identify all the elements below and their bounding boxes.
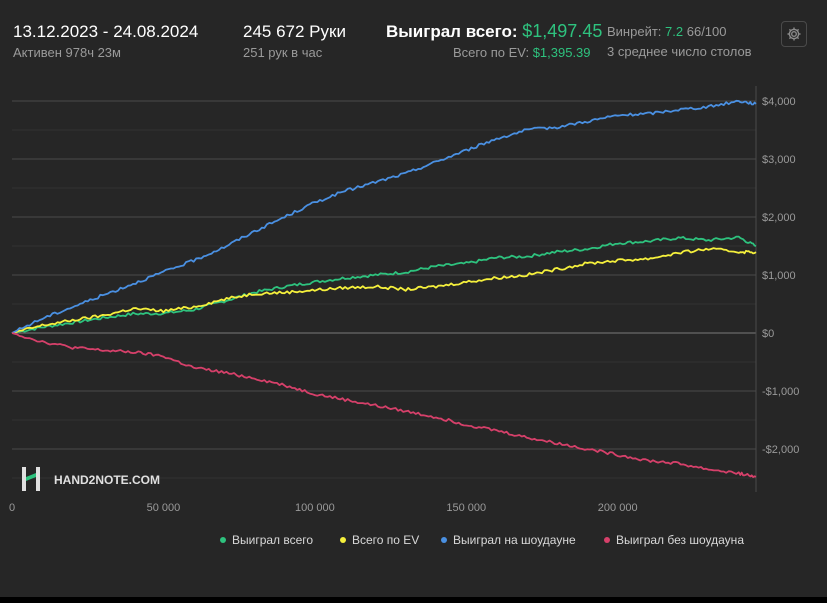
series-line-3 [11,332,757,478]
ev-label: Всего по EV: [453,45,530,60]
y-tick-label: $1,000 [762,270,796,282]
y-tick-label: $2,000 [762,212,796,224]
x-tick-label: 200 000 [598,502,638,514]
x-axis-labels: 0 50 000 100 000 150 000 200 000 [9,502,638,514]
y-tick-label: -$2,000 [762,444,799,456]
y-tick-label: $3,000 [762,154,796,166]
y-tick-label: -$1,000 [762,386,799,398]
series-line-1 [11,247,757,334]
chart-grid [12,86,757,492]
legend-label: Всего по EV [352,533,420,547]
series-line-0 [11,235,757,334]
y-tick-label: $4,000 [762,96,796,108]
legend-label: Выиграл на шоудауне [453,533,576,547]
legend-item-won-total[interactable]: Выиграл всего [220,533,313,547]
active-time: Активен 978ч 23м [13,45,121,60]
won-total-value: $1,497.45 [522,21,603,41]
won-total-label: Выиграл всего: [386,22,518,41]
hands-per-hour: 251 рук в час [243,45,323,60]
legend-dot [220,536,226,543]
chart-series [11,99,757,478]
settings-button[interactable] [781,21,807,47]
hands-count: 245 672 Руки [243,22,346,41]
date-range: 13.12.2023 - 24.08.2024 [13,22,199,41]
winrate: Винрейт: 7.2 66/100 [607,24,727,39]
y-tick-label: $0 [762,328,774,340]
legend-item-non-showdown[interactable]: Выиграл без шоудауна [604,533,744,547]
x-tick-label: 50 000 [147,502,181,514]
h2n-logo-icon [22,467,40,491]
legend-dot [441,536,447,543]
x-tick-label: 100 000 [295,502,335,514]
ev-total: Всего по EV: $1,395.39 [453,45,591,60]
ev-value: $1,395.39 [532,45,591,60]
winrate-label: Винрейт: [607,24,662,39]
y-axis-labels: $4,000 $3,000 $2,000 $1,000 $0 -$1,000 -$2,000 [762,96,799,456]
bottom-bar [0,597,827,603]
series-line-2 [11,99,757,334]
legend-label: Выиграл без шоудауна [616,533,744,547]
x-tick-label: 150 000 [446,502,486,514]
won-total: Выиграл всего: $1,497.45 [386,21,602,42]
legend-item-ev[interactable]: Всего по EV [340,533,419,547]
gear-icon [787,27,801,41]
legend-dot [340,536,346,543]
legend-dot [604,536,610,543]
legend-item-showdown[interactable]: Выиграл на шоудауне [441,533,576,547]
x-tick-label: 0 [9,502,15,514]
legend-label: Выиграл всего [232,533,314,547]
watermark-text: HAND2NOTE.COM [54,473,160,487]
winrate-value: 7.2 [665,24,684,39]
plot-area [12,86,756,492]
avg-tables: 3 среднее число столов [607,44,752,59]
winrate-rest: 66/100 [686,24,727,39]
